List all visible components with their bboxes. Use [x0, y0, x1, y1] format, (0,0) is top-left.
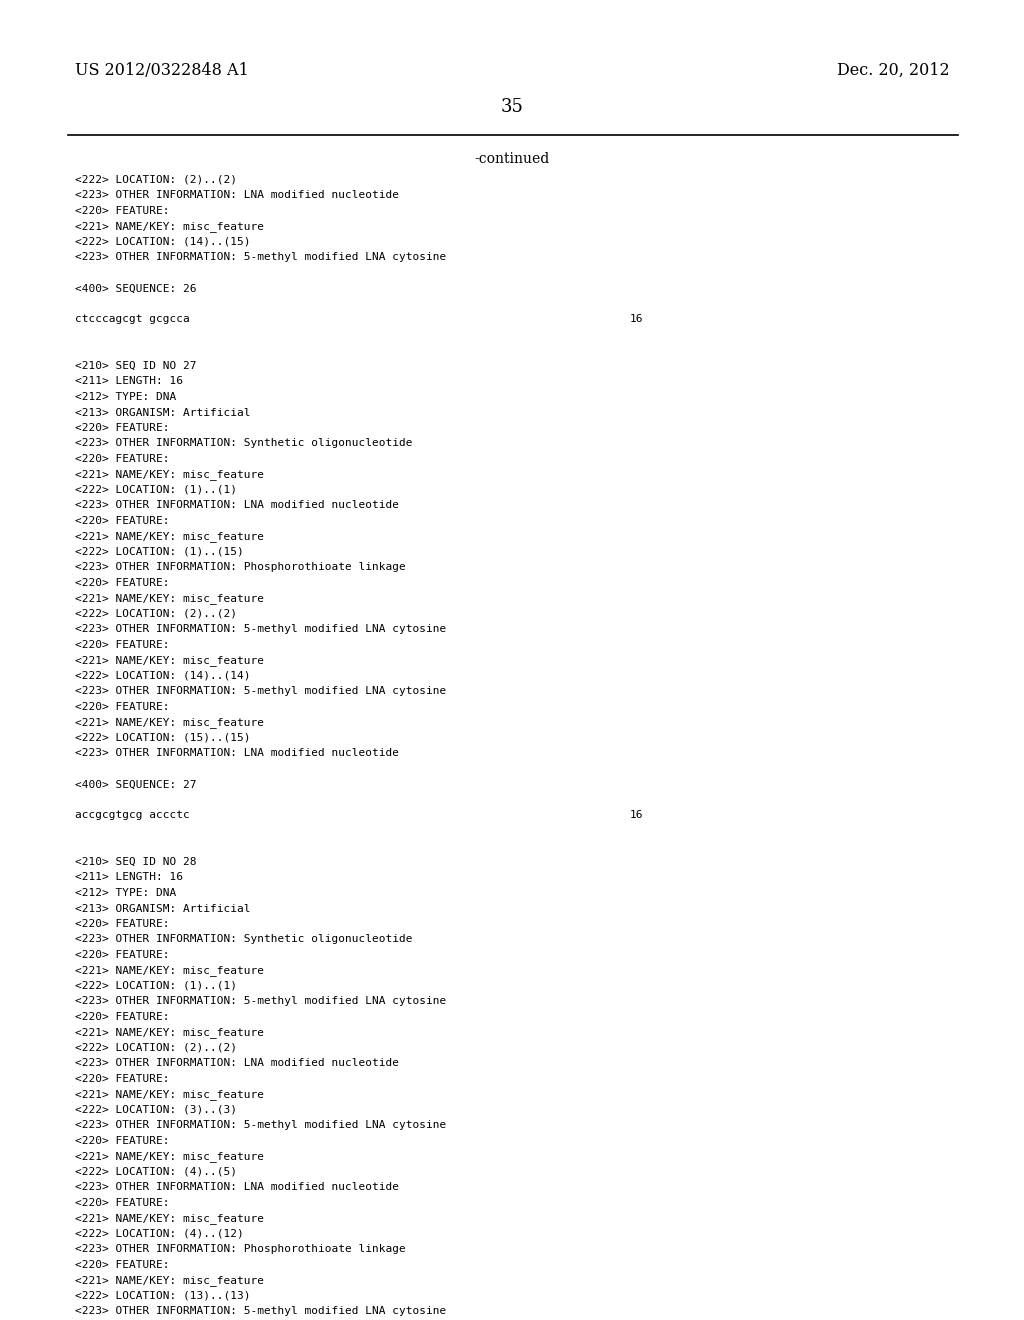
Text: <222> LOCATION: (15)..(15): <222> LOCATION: (15)..(15) [75, 733, 251, 743]
Text: <221> NAME/KEY: misc_feature: <221> NAME/KEY: misc_feature [75, 1213, 264, 1225]
Text: <222> LOCATION: (3)..(3): <222> LOCATION: (3)..(3) [75, 1105, 237, 1115]
Text: <220> FEATURE:: <220> FEATURE: [75, 1199, 170, 1208]
Text: <220> FEATURE:: <220> FEATURE: [75, 516, 170, 525]
Text: <221> NAME/KEY: misc_feature: <221> NAME/KEY: misc_feature [75, 718, 264, 729]
Text: <222> LOCATION: (2)..(2): <222> LOCATION: (2)..(2) [75, 176, 237, 185]
Text: <210> SEQ ID NO 27: <210> SEQ ID NO 27 [75, 360, 197, 371]
Text: <220> FEATURE:: <220> FEATURE: [75, 578, 170, 587]
Text: 16: 16 [630, 314, 643, 325]
Text: <220> FEATURE:: <220> FEATURE: [75, 1074, 170, 1084]
Text: <220> FEATURE:: <220> FEATURE: [75, 206, 170, 216]
Text: <400> SEQUENCE: 27: <400> SEQUENCE: 27 [75, 780, 197, 789]
Text: <223> OTHER INFORMATION: LNA modified nucleotide: <223> OTHER INFORMATION: LNA modified nu… [75, 500, 399, 511]
Text: <220> FEATURE:: <220> FEATURE: [75, 1261, 170, 1270]
Text: <222> LOCATION: (13)..(13): <222> LOCATION: (13)..(13) [75, 1291, 251, 1302]
Text: <221> NAME/KEY: misc_feature: <221> NAME/KEY: misc_feature [75, 470, 264, 480]
Text: <213> ORGANISM: Artificial: <213> ORGANISM: Artificial [75, 903, 251, 913]
Text: <210> SEQ ID NO 28: <210> SEQ ID NO 28 [75, 857, 197, 867]
Text: <222> LOCATION: (2)..(2): <222> LOCATION: (2)..(2) [75, 1043, 237, 1053]
Text: <220> FEATURE:: <220> FEATURE: [75, 640, 170, 649]
Text: <220> FEATURE:: <220> FEATURE: [75, 1012, 170, 1022]
Text: <223> OTHER INFORMATION: LNA modified nucleotide: <223> OTHER INFORMATION: LNA modified nu… [75, 748, 399, 759]
Text: <400> SEQUENCE: 26: <400> SEQUENCE: 26 [75, 284, 197, 293]
Text: <223> OTHER INFORMATION: 5-methyl modified LNA cytosine: <223> OTHER INFORMATION: 5-methyl modifi… [75, 624, 446, 635]
Text: <220> FEATURE:: <220> FEATURE: [75, 422, 170, 433]
Text: <223> OTHER INFORMATION: 5-methyl modified LNA cytosine: <223> OTHER INFORMATION: 5-methyl modifi… [75, 1121, 446, 1130]
Text: <220> FEATURE:: <220> FEATURE: [75, 702, 170, 711]
Text: Dec. 20, 2012: Dec. 20, 2012 [838, 62, 950, 79]
Text: <211> LENGTH: 16: <211> LENGTH: 16 [75, 376, 183, 387]
Text: <222> LOCATION: (4)..(12): <222> LOCATION: (4)..(12) [75, 1229, 244, 1239]
Text: accgcgtgcg accctc: accgcgtgcg accctc [75, 810, 189, 821]
Text: <220> FEATURE:: <220> FEATURE: [75, 1137, 170, 1146]
Text: <222> LOCATION: (1)..(15): <222> LOCATION: (1)..(15) [75, 546, 244, 557]
Text: <223> OTHER INFORMATION: Synthetic oligonucleotide: <223> OTHER INFORMATION: Synthetic oligo… [75, 935, 413, 945]
Text: <221> NAME/KEY: misc_feature: <221> NAME/KEY: misc_feature [75, 532, 264, 543]
Text: ctcccagcgt gcgcca: ctcccagcgt gcgcca [75, 314, 189, 325]
Text: <222> LOCATION: (4)..(5): <222> LOCATION: (4)..(5) [75, 1167, 237, 1177]
Text: <222> LOCATION: (2)..(2): <222> LOCATION: (2)..(2) [75, 609, 237, 619]
Text: <221> NAME/KEY: misc_feature: <221> NAME/KEY: misc_feature [75, 222, 264, 232]
Text: <223> OTHER INFORMATION: Synthetic oligonucleotide: <223> OTHER INFORMATION: Synthetic oligo… [75, 438, 413, 449]
Text: <211> LENGTH: 16: <211> LENGTH: 16 [75, 873, 183, 883]
Text: <223> OTHER INFORMATION: LNA modified nucleotide: <223> OTHER INFORMATION: LNA modified nu… [75, 1183, 399, 1192]
Text: <221> NAME/KEY: misc_feature: <221> NAME/KEY: misc_feature [75, 1275, 264, 1287]
Text: <221> NAME/KEY: misc_feature: <221> NAME/KEY: misc_feature [75, 1151, 264, 1163]
Text: <223> OTHER INFORMATION: 5-methyl modified LNA cytosine: <223> OTHER INFORMATION: 5-methyl modifi… [75, 686, 446, 697]
Text: 35: 35 [501, 98, 523, 116]
Text: <222> LOCATION: (1)..(1): <222> LOCATION: (1)..(1) [75, 484, 237, 495]
Text: <221> NAME/KEY: misc_feature: <221> NAME/KEY: misc_feature [75, 594, 264, 605]
Text: 16: 16 [630, 810, 643, 821]
Text: US 2012/0322848 A1: US 2012/0322848 A1 [75, 62, 249, 79]
Text: <212> TYPE: DNA: <212> TYPE: DNA [75, 888, 176, 898]
Text: <223> OTHER INFORMATION: 5-methyl modified LNA cytosine: <223> OTHER INFORMATION: 5-methyl modifi… [75, 1307, 446, 1316]
Text: <220> FEATURE:: <220> FEATURE: [75, 919, 170, 929]
Text: <221> NAME/KEY: misc_feature: <221> NAME/KEY: misc_feature [75, 965, 264, 977]
Text: <222> LOCATION: (1)..(1): <222> LOCATION: (1)..(1) [75, 981, 237, 991]
Text: <223> OTHER INFORMATION: 5-methyl modified LNA cytosine: <223> OTHER INFORMATION: 5-methyl modifi… [75, 997, 446, 1006]
Text: <220> FEATURE:: <220> FEATURE: [75, 950, 170, 960]
Text: <221> NAME/KEY: misc_feature: <221> NAME/KEY: misc_feature [75, 656, 264, 667]
Text: -continued: -continued [474, 152, 550, 166]
Text: <213> ORGANISM: Artificial: <213> ORGANISM: Artificial [75, 408, 251, 417]
Text: <223> OTHER INFORMATION: Phosphorothioate linkage: <223> OTHER INFORMATION: Phosphorothioat… [75, 562, 406, 573]
Text: <222> LOCATION: (14)..(15): <222> LOCATION: (14)..(15) [75, 238, 251, 247]
Text: <220> FEATURE:: <220> FEATURE: [75, 454, 170, 465]
Text: <223> OTHER INFORMATION: Phosphorothioate linkage: <223> OTHER INFORMATION: Phosphorothioat… [75, 1245, 406, 1254]
Text: <212> TYPE: DNA: <212> TYPE: DNA [75, 392, 176, 403]
Text: <221> NAME/KEY: misc_feature: <221> NAME/KEY: misc_feature [75, 1027, 264, 1039]
Text: <223> OTHER INFORMATION: LNA modified nucleotide: <223> OTHER INFORMATION: LNA modified nu… [75, 190, 399, 201]
Text: <223> OTHER INFORMATION: 5-methyl modified LNA cytosine: <223> OTHER INFORMATION: 5-methyl modifi… [75, 252, 446, 263]
Text: <223> OTHER INFORMATION: LNA modified nucleotide: <223> OTHER INFORMATION: LNA modified nu… [75, 1059, 399, 1068]
Text: <221> NAME/KEY: misc_feature: <221> NAME/KEY: misc_feature [75, 1089, 264, 1101]
Text: <222> LOCATION: (14)..(14): <222> LOCATION: (14)..(14) [75, 671, 251, 681]
